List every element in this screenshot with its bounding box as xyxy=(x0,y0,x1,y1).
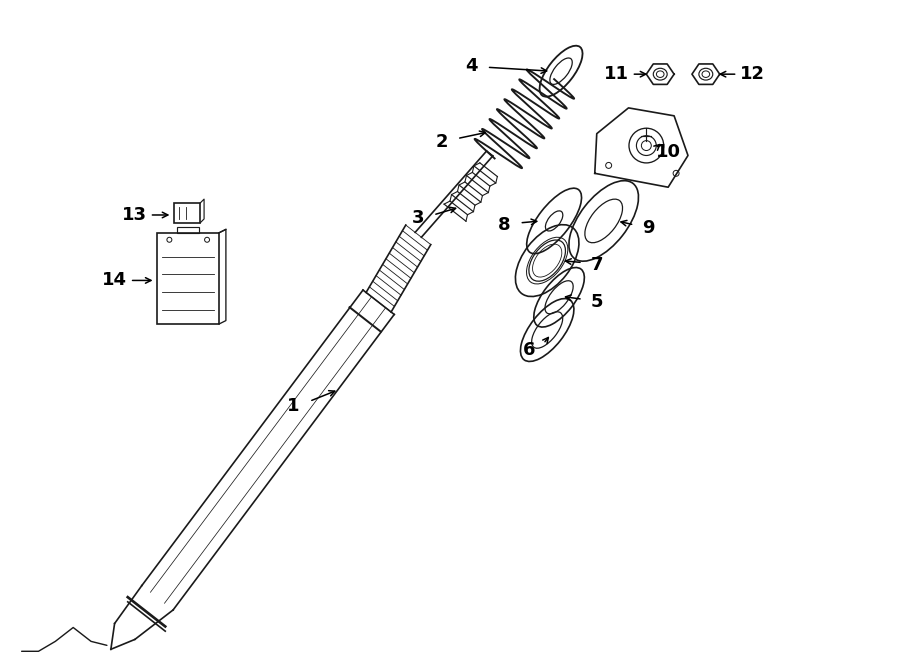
Bar xyxy=(177,227,199,233)
Text: 11: 11 xyxy=(604,65,629,83)
Text: 13: 13 xyxy=(122,206,148,224)
Text: 5: 5 xyxy=(590,293,603,311)
Text: 9: 9 xyxy=(642,219,654,237)
Text: 14: 14 xyxy=(103,271,127,289)
Text: 6: 6 xyxy=(523,341,536,359)
Bar xyxy=(175,203,200,223)
Text: 1: 1 xyxy=(287,397,300,415)
Text: 2: 2 xyxy=(436,132,448,150)
Text: 8: 8 xyxy=(499,216,511,234)
Text: 10: 10 xyxy=(656,142,680,160)
Text: 4: 4 xyxy=(465,57,478,75)
Text: 3: 3 xyxy=(412,209,425,227)
Bar xyxy=(158,233,219,324)
Text: 7: 7 xyxy=(590,256,603,273)
Text: 12: 12 xyxy=(740,65,765,83)
